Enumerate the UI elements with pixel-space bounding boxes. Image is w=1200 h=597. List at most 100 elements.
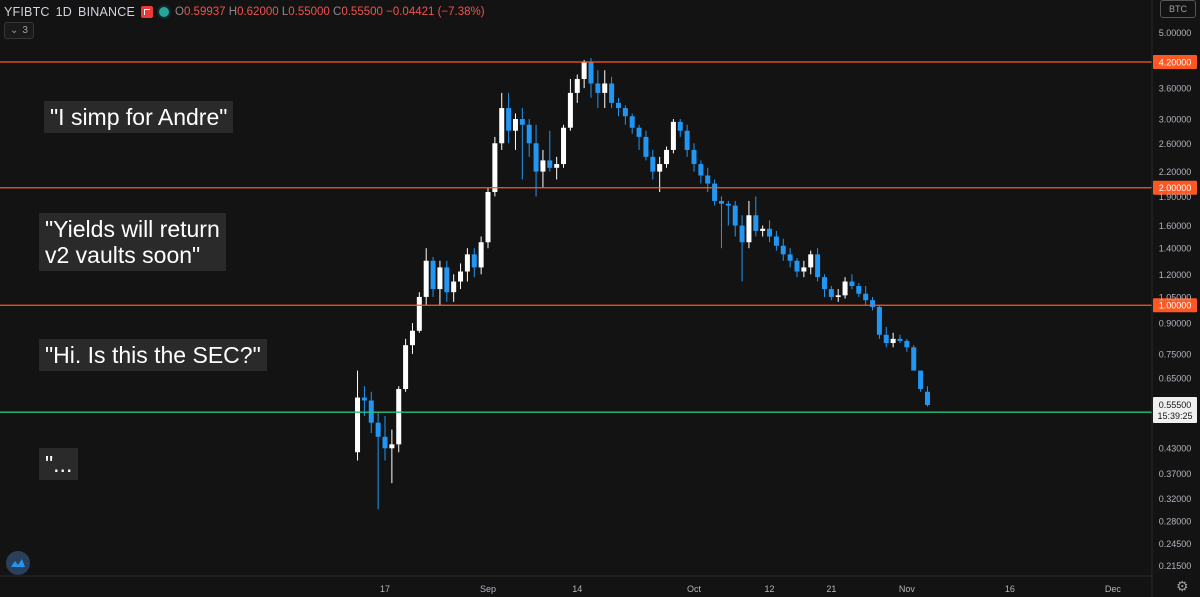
candle-body <box>883 334 889 344</box>
candle <box>355 370 361 461</box>
candle <box>574 74 580 103</box>
indicators-toggle-button[interactable]: ⌄ 3 <box>4 22 34 39</box>
level-label-bg <box>1153 180 1197 195</box>
candle <box>863 286 869 306</box>
candle-body <box>650 156 656 172</box>
candle-body <box>870 300 876 307</box>
candle <box>554 156 560 180</box>
candle-body <box>416 296 422 331</box>
candle-body <box>382 436 388 449</box>
candle-body <box>863 293 869 301</box>
price-tick-label: 1.60000 <box>1159 221 1192 231</box>
candle-body <box>691 149 697 165</box>
candle-body <box>801 267 807 272</box>
candle <box>794 258 800 278</box>
candle-body <box>815 254 821 278</box>
candle <box>375 412 381 510</box>
candle <box>691 143 697 172</box>
candle <box>451 274 457 302</box>
candle-body <box>499 108 505 144</box>
candle <box>622 105 628 125</box>
candle <box>725 200 731 226</box>
candle-body <box>540 160 546 172</box>
candle <box>499 92 505 150</box>
candle-body <box>876 306 882 335</box>
candle-body <box>464 254 470 272</box>
price-tick-label: 1.40000 <box>1159 244 1192 254</box>
candle <box>677 119 683 137</box>
candle-body <box>670 121 676 150</box>
candle <box>361 386 367 417</box>
interval-label[interactable]: 1D <box>55 5 73 19</box>
candle-body <box>664 149 670 165</box>
price-tick-label: 5.00000 <box>1159 28 1192 38</box>
time-tick-label: 16 <box>1005 584 1015 594</box>
candle <box>773 230 779 251</box>
price-tick-label: 0.75000 <box>1159 349 1192 359</box>
candle <box>506 92 512 144</box>
candle <box>870 296 876 311</box>
candle <box>911 345 917 371</box>
candle-body <box>856 286 862 294</box>
settings-icon[interactable]: ⚙ <box>1176 578 1189 594</box>
candle <box>526 119 532 157</box>
candle <box>808 250 814 275</box>
chevron-down-icon: ⌄ <box>10 25 19 36</box>
currency-tag: BTC <box>1160 0 1196 18</box>
candle-body <box>361 397 367 401</box>
time-axis: 17 Sep 14 Oct 12 21 Nov 16 Dec <box>0 575 1152 594</box>
candle-body <box>444 267 450 293</box>
candle-body <box>458 271 464 282</box>
flag-icon[interactable] <box>141 6 154 18</box>
price-tick-label: 0.32000 <box>1159 494 1192 504</box>
candle <box>636 124 642 150</box>
candle-body <box>828 289 834 297</box>
caption-3: "Hi. Is this the SEC?" <box>39 339 267 371</box>
candle <box>403 338 409 392</box>
candle <box>835 289 841 302</box>
live-dot-icon <box>159 7 170 17</box>
candle <box>876 305 882 339</box>
exchange-label: BINANCE <box>78 5 136 19</box>
candle <box>664 146 670 168</box>
candle-body <box>746 215 752 243</box>
candle-body <box>636 127 642 137</box>
candle-body <box>657 164 663 172</box>
candle-body <box>897 338 903 341</box>
last-price-label: 0.55500 <box>1159 400 1192 410</box>
price-tick-label: 2.20000 <box>1159 167 1192 177</box>
candle-body <box>526 124 532 144</box>
time-tick-label: 12 <box>765 584 775 594</box>
candle-body <box>533 143 539 172</box>
candle-body <box>375 422 381 437</box>
candle-body <box>547 160 553 168</box>
candle-body <box>602 83 608 93</box>
candle-body <box>767 228 773 237</box>
candle-body <box>609 83 615 103</box>
candle <box>897 334 903 344</box>
level-label-bg <box>1153 298 1197 313</box>
candle <box>767 220 773 243</box>
symbol-label[interactable]: YFIBTC <box>4 5 50 19</box>
price-tick-label: 0.90000 <box>1159 319 1192 329</box>
candle <box>849 274 855 290</box>
candle <box>382 416 388 461</box>
candle-body <box>409 330 415 346</box>
candle <box>485 187 491 249</box>
candle-body <box>718 200 724 204</box>
candle-body <box>567 92 573 128</box>
candle <box>492 136 498 197</box>
candle-body <box>512 119 518 131</box>
price-tick-label: 2.60000 <box>1159 139 1192 149</box>
candle-body <box>849 281 855 287</box>
candle-body <box>471 254 477 268</box>
candle-body <box>622 108 628 117</box>
candle-body <box>615 102 621 109</box>
candle-body <box>677 121 683 131</box>
candle <box>512 113 518 150</box>
candle <box>718 196 724 249</box>
tradingview-logo-icon[interactable] <box>6 551 30 575</box>
candle <box>842 277 848 299</box>
candle-body <box>506 108 512 131</box>
